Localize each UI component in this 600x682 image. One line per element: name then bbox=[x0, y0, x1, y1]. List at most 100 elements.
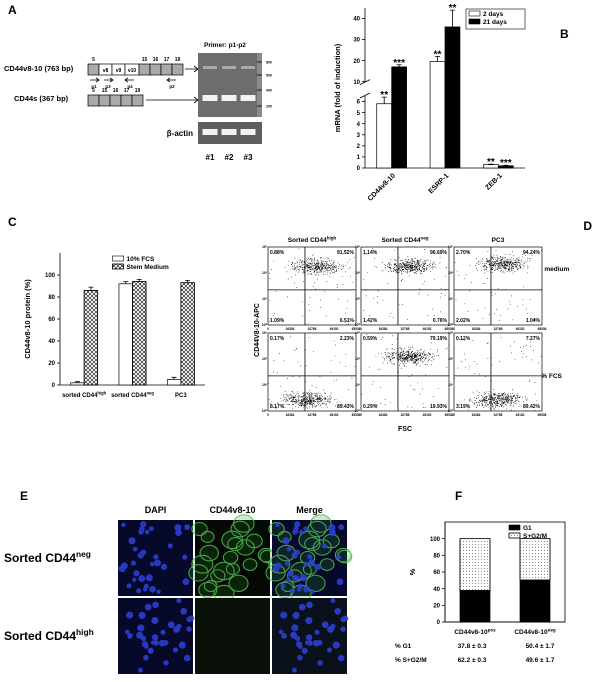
y-tick-label: 10⁰ bbox=[355, 322, 361, 327]
x-tick-label: 65536 bbox=[445, 413, 454, 417]
primer-label: p2 bbox=[169, 84, 175, 89]
legend-swatch bbox=[468, 10, 481, 17]
table-cell: 62.2 ± 0.3 bbox=[458, 657, 487, 664]
y-tick-label: 10 bbox=[353, 80, 360, 86]
significance: ** bbox=[380, 90, 388, 101]
events bbox=[454, 336, 543, 412]
panel-label: A bbox=[8, 3, 17, 17]
x-tick-label-main: CD44v8-10 bbox=[514, 629, 548, 636]
x-tick-label: CD44v8-10 bbox=[367, 172, 397, 202]
x-tick-label-sup: pos bbox=[488, 627, 497, 632]
band bbox=[202, 129, 218, 135]
bar bbox=[70, 382, 85, 386]
events bbox=[361, 334, 450, 408]
ladder-lane bbox=[257, 53, 262, 117]
exon bbox=[120, 94, 133, 107]
primer-label: p1 bbox=[91, 84, 97, 89]
y-tick-label: 10³ bbox=[355, 245, 361, 249]
x-tick-label: 49152 bbox=[330, 413, 339, 417]
channel-label: Merge bbox=[296, 505, 323, 515]
nuclei bbox=[272, 521, 345, 594]
bar bbox=[429, 61, 446, 169]
y-tick-label: 1 bbox=[357, 155, 361, 161]
channel-label: CD44v8-10 bbox=[209, 505, 255, 515]
lane-label: #3 bbox=[244, 153, 253, 162]
bar bbox=[118, 283, 133, 386]
axis-break bbox=[359, 79, 371, 99]
y-tick-label: 10⁰ bbox=[262, 408, 268, 413]
y-tick-label: 10¹ bbox=[448, 383, 454, 387]
error-bar bbox=[488, 163, 494, 165]
quadrant-percent: 89.42% bbox=[523, 404, 541, 410]
column-title-sup: high bbox=[327, 235, 337, 240]
significance: *** bbox=[500, 158, 512, 169]
x-tick-label: sorted CD44neg bbox=[111, 391, 154, 399]
band bbox=[221, 129, 237, 135]
row-label-main: Sorted CD44 bbox=[4, 629, 76, 643]
band bbox=[222, 66, 236, 69]
exon-label: v8 bbox=[103, 68, 109, 74]
channel-label: DAPI bbox=[145, 505, 167, 515]
band bbox=[221, 95, 237, 101]
error-bar bbox=[136, 279, 142, 282]
y-tick-label: 20 bbox=[48, 361, 55, 367]
column-title-sup: neg bbox=[420, 235, 428, 240]
exon bbox=[171, 63, 184, 76]
faint-stain bbox=[195, 598, 270, 674]
y-tick-label: 100 bbox=[430, 537, 441, 543]
arrow bbox=[146, 96, 199, 104]
x-tick-label: 32768 bbox=[308, 413, 317, 417]
y-tick-label: 10¹ bbox=[448, 297, 454, 301]
significance: ** bbox=[487, 157, 495, 168]
bar bbox=[444, 26, 461, 169]
x-tick-label: 65536 bbox=[352, 327, 361, 331]
quadrant-percent: 2.23% bbox=[340, 336, 355, 342]
legend-swatch bbox=[508, 524, 521, 531]
x-tick-label: CD44v8-10pos bbox=[454, 627, 496, 636]
x-tick-label: 32768 bbox=[401, 327, 410, 331]
quadrant-percent: 19.93% bbox=[430, 404, 448, 410]
x-tick-label: sorted CD44high bbox=[62, 391, 107, 399]
error-bar bbox=[123, 281, 129, 284]
y-tick-label: 10⁰ bbox=[448, 408, 454, 413]
y-tick-label: 20 bbox=[433, 604, 440, 610]
column-title-main: PC3 bbox=[492, 237, 505, 244]
x-tick-label: 16384 bbox=[286, 327, 295, 331]
y-tick-label: 10³ bbox=[355, 331, 361, 335]
y-tick-label: 10¹ bbox=[262, 297, 268, 301]
x-tick-label: PC3 bbox=[175, 393, 187, 399]
quadrant-percent: 0.29% bbox=[363, 404, 378, 410]
exon-label: 15 bbox=[142, 57, 148, 63]
panel-label: B bbox=[560, 27, 569, 41]
column-title-main: Sorted CD44 bbox=[288, 237, 327, 244]
y-tick-label: 60 bbox=[433, 570, 440, 576]
x-tick-label-sup: high bbox=[97, 391, 106, 396]
arrow bbox=[185, 65, 199, 73]
error-bar bbox=[74, 381, 80, 383]
bar-pattern bbox=[132, 281, 147, 386]
y-tick-label: 10² bbox=[448, 271, 454, 275]
exon-label: 19 bbox=[175, 57, 181, 63]
panel-label: F bbox=[455, 489, 462, 503]
nuclei bbox=[118, 521, 191, 594]
legend-box bbox=[465, 8, 526, 30]
error-bar bbox=[88, 286, 94, 291]
x-tick-label: 32768 bbox=[494, 327, 503, 331]
x-tick-label: 0 bbox=[360, 413, 362, 417]
primer-title: Primer: p1-p2 bbox=[204, 42, 246, 49]
x-tick-label: 16384 bbox=[286, 413, 295, 417]
x-tick-label: CD44v8-10neg bbox=[514, 627, 556, 636]
quadrant-percent: 3.19% bbox=[456, 404, 471, 410]
events bbox=[454, 249, 542, 323]
quadrant-percent: 6.51% bbox=[340, 318, 355, 324]
exon bbox=[160, 63, 173, 76]
bar bbox=[391, 66, 407, 169]
bar bbox=[376, 103, 393, 169]
y-tick-label: 10³ bbox=[448, 245, 454, 249]
quadrant-percent: 0.88% bbox=[270, 250, 285, 256]
primer-arrow bbox=[166, 77, 176, 83]
x-tick-label: 16384 bbox=[379, 413, 388, 417]
exon bbox=[109, 94, 122, 107]
x-tick-label: 16384 bbox=[472, 413, 481, 417]
